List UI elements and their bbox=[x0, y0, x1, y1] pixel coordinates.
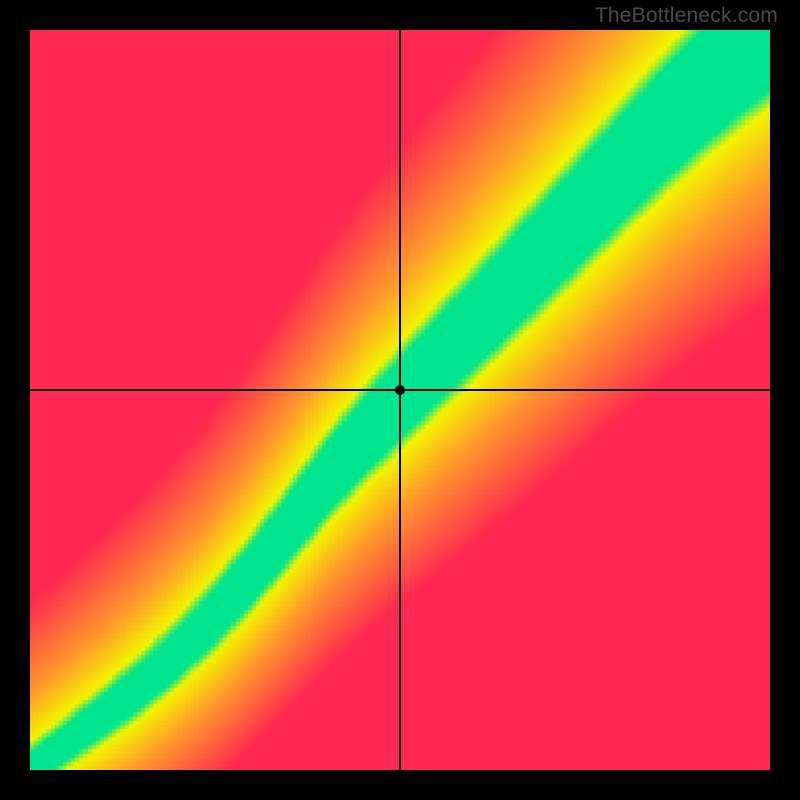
crosshair-marker bbox=[395, 385, 405, 395]
heatmap-plot bbox=[30, 30, 770, 770]
chart-container: { "attribution": "TheBottleneck.com", "a… bbox=[0, 0, 800, 800]
crosshair-vertical bbox=[399, 30, 401, 770]
attribution-text: TheBottleneck.com bbox=[595, 4, 778, 28]
